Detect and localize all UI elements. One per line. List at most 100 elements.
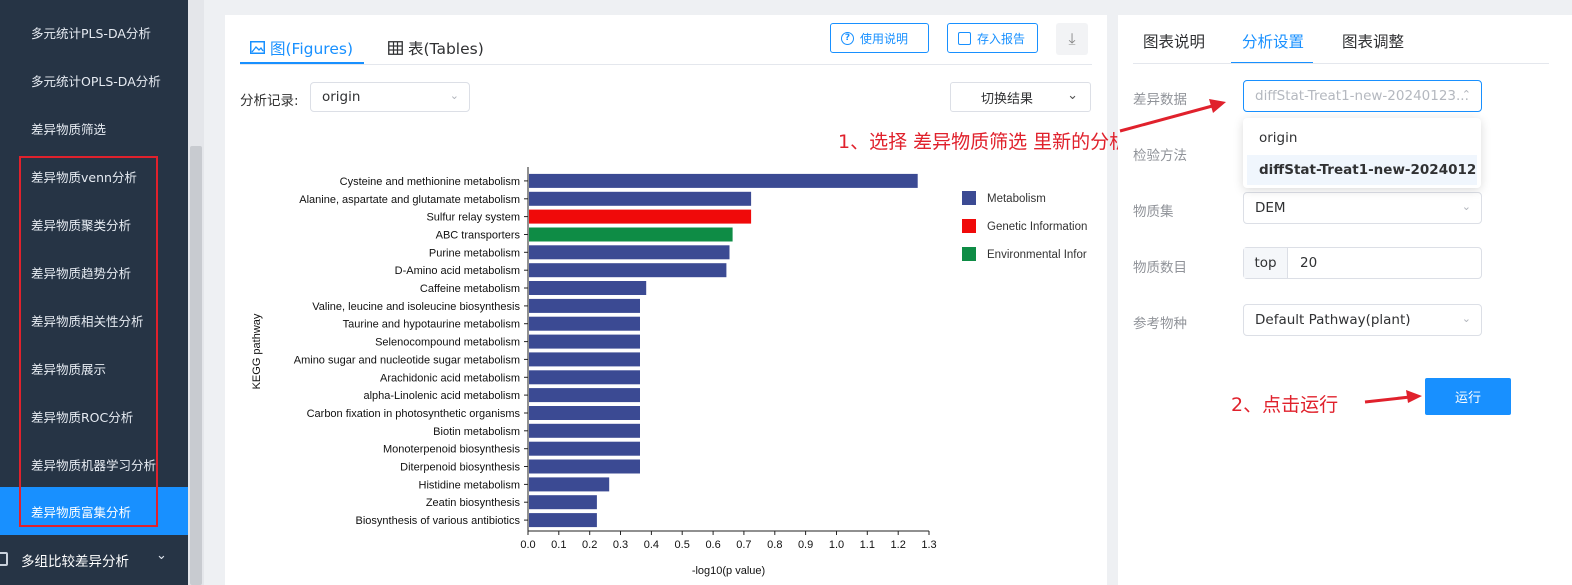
figure-panel: 图(Figures) 表(Tables) ? 使用说明 存入报告 ⤓ 分析记录:… [225,15,1185,585]
annotation-highlight-box [19,156,158,527]
y-tick-label: Biotin metabolism [433,426,520,438]
x-tick-label: 0.5 [675,539,690,551]
bar-11 [529,352,640,367]
y-tick-label: Diterpenoid biosynthesis [400,462,520,474]
download-button[interactable]: ⤓ [1056,23,1088,55]
chevron-down-icon: ⌄ [1461,312,1471,325]
sidebar-item-roc[interactable]: 差异物质ROC分析 [31,409,134,425]
y-tick-label: Caffeine metabolism [420,283,520,295]
y-tick-label: Cysteine and methionine metabolism [340,176,520,188]
sidebar-item-venn[interactable]: 差异物质venn分析 [31,169,137,185]
x-tick-label: 1.2 [891,539,906,551]
chevron-up-icon: ⌃ [1461,88,1471,101]
diff-data-dropdown: origin diffStat-Treat1-new-202401231... [1243,118,1481,188]
chevron-down-icon: ⌄ [449,89,459,102]
save-icon [958,31,971,45]
y-tick-label: Selenocompound metabolism [375,337,520,349]
x-tick-label: 1.0 [829,539,844,551]
settings-panel: 图表说明 分析设置 图表调整 差异数据 diffStat-Treat1-new-… [1118,15,1572,585]
y-axis-title: KEGG pathway [251,313,263,389]
x-axis-title: -log10(p value) [692,565,765,577]
substance-set-label: 物质集 [1133,204,1174,220]
tab-analysis-settings[interactable]: 分析设置 [1242,33,1305,51]
tab-chart-adjust[interactable]: 图表调整 [1342,33,1405,51]
diff-data-label: 差异数据 [1133,92,1187,108]
dropdown-option-origin[interactable]: origin [1259,130,1298,146]
bar-4 [529,227,733,242]
download-icon: ⤓ [1068,29,1076,48]
table-icon [388,40,403,55]
bar-9 [529,316,640,331]
sidebar-scrollbar-thumb[interactable] [190,146,202,585]
x-tick-label: 0.4 [644,539,659,551]
tab-tables[interactable]: 表(Tables) [388,30,484,65]
bar-1 [529,173,918,188]
x-tick-label: 0.0 [520,539,535,551]
test-method-label: 检验方法 [1133,148,1187,164]
x-tick-label: 0.9 [798,539,813,551]
substance-count-label: 物质数目 [1133,260,1187,276]
legend-swatch [962,219,976,233]
chevron-down-icon: ⌄ [156,548,167,563]
substance-set-value: DEM [1255,200,1286,216]
diff-data-select[interactable]: diffStat-Treat1-new-20240123... ⌃ [1243,80,1482,112]
sidebar-item-cluster[interactable]: 差异物质聚类分析 [31,217,132,233]
count-value[interactable]: 20 [1300,255,1318,271]
bar-5 [529,245,730,260]
diff-data-value: diffStat-Treat1-new-20240123... [1255,88,1469,104]
sidebar-item-diff-filter[interactable]: 差异物质筛选 [31,121,107,137]
y-tick-label: Zeatin biosynthesis [426,497,521,509]
dropdown-option-diffstat[interactable]: diffStat-Treat1-new-202401231... [1247,155,1477,185]
legend-swatch [962,247,976,261]
bar-17 [529,459,640,474]
bar-7 [529,281,647,295]
count-prefix: top [1244,248,1288,278]
y-tick-label: Carbon fixation in photosynthetic organi… [307,408,521,420]
tab-figures-label: 图(Figures) [270,39,353,58]
save-report-button[interactable]: 存入报告 [947,23,1038,53]
x-tick-label: 0.7 [736,539,751,551]
y-tick-label: alpha-Linolenic acid metabolism [363,390,520,402]
bar-18 [529,477,610,492]
record-select[interactable]: origin ⌄ [310,82,470,112]
y-tick-label: D-Amino acid metabolism [395,265,520,277]
bar-3 [529,209,752,224]
legend-label: Metabolism [987,193,1046,205]
x-tick-label: 0.8 [767,539,782,551]
bar-6 [529,263,727,278]
sidebar-item-correlation[interactable]: 差异物质相关性分析 [31,313,144,329]
x-tick-label: 0.2 [582,539,597,551]
tabs-divider [240,64,1092,65]
y-tick-label: ABC transporters [436,230,521,242]
sidebar-item-trend[interactable]: 差异物质趋势分析 [31,265,132,281]
sidebar-item-pls-da[interactable]: 多元统计PLS-DA分析 [31,25,151,41]
sidebar-item-ml[interactable]: 差异物质机器学习分析 [31,457,157,473]
help-button[interactable]: ? 使用说明 [830,23,929,53]
sidebar-group-multi-compare[interactable]: 多组比较差异分析 ⌄ [0,534,188,585]
switch-result-button[interactable]: 切换结果 ⌄ [950,82,1091,112]
reference-species-select[interactable]: Default Pathway(plant) ⌄ [1243,304,1482,336]
sidebar-group-label: 多组比较差异分析 [21,553,129,570]
record-select-value: origin [322,89,361,105]
run-button[interactable]: 运行 [1425,378,1511,415]
tab-figures[interactable]: 图(Figures) [250,30,353,65]
substance-count-input[interactable]: top 20 [1243,247,1482,279]
x-tick-label: 0.6 [705,539,720,551]
tabs-divider [1133,63,1549,64]
question-icon: ? [841,31,854,45]
image-icon [250,41,265,54]
tab-chart-description[interactable]: 图表说明 [1143,33,1206,51]
bar-2 [529,191,752,206]
sidebar: 多元统计PLS-DA分析 多元统计OPLS-DA分析 差异物质筛选 差异物质ve… [0,0,188,585]
x-tick-label: 0.3 [613,539,628,551]
bar-16 [529,441,640,456]
y-tick-label: Valine, leucine and isoleucine biosynthe… [312,301,520,313]
annotation-step-2: 2、点击运行 [1231,394,1339,416]
bar-14 [529,406,640,420]
sidebar-item-display[interactable]: 差异物质展示 [31,361,107,377]
y-tick-label: Taurine and hypotaurine metabolism [343,319,520,331]
sidebar-item-opls-da[interactable]: 多元统计OPLS-DA分析 [31,73,161,89]
substance-set-select[interactable]: DEM ⌄ [1243,192,1482,224]
x-tick-label: 1.3 [921,539,936,551]
record-label: 分析记录: [240,93,299,109]
